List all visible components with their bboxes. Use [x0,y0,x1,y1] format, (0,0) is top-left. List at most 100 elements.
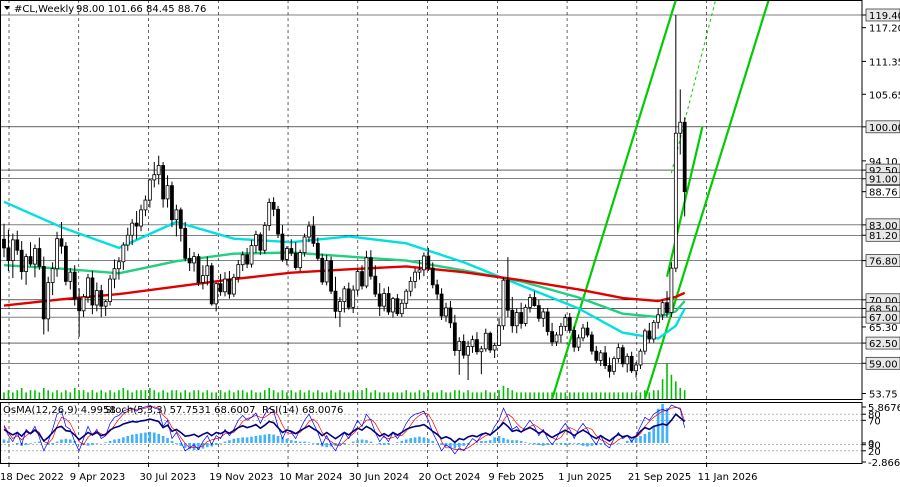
candle-body [541,311,546,319]
x-axis-label: 21 Sep 2025 [628,472,691,483]
x-axis-label: 19 Nov 2023 [209,472,273,483]
candle-body [249,245,254,265]
candle-body [214,283,219,305]
price-axis-label: 62.50 [869,339,898,350]
candle-body [81,296,86,312]
price-label-box [865,336,900,350]
price-axis-label: 92.50 [869,166,898,177]
candle-body [152,174,157,181]
x-axis-label: 11 Jan 2026 [698,472,758,483]
candle-body [284,248,289,260]
candle-body [395,298,400,315]
candle-body [452,322,457,351]
candle-body [567,317,572,331]
candle-body [448,307,453,324]
price-axis-label: 53.75 [869,390,898,401]
candle-body [483,332,488,350]
price-axis-label: 105.65 [869,90,900,101]
candle-body [360,271,364,287]
indicator-panel [2,403,686,455]
candle-body [417,269,422,273]
candle-body [660,302,665,316]
candle-body [629,355,634,372]
candle-body [470,339,475,347]
trend-channel [551,0,770,400]
candle-body [15,239,20,251]
candle-body [620,347,625,365]
candle-body [170,185,174,221]
candle-body [581,327,585,339]
channel-lower-line [643,0,770,400]
candle-body [673,132,678,269]
candle-body [656,314,661,323]
candle-body [572,329,577,348]
candle-body [223,278,227,293]
candle-body [46,282,51,320]
dropdown-triangle-icon[interactable] [4,6,10,10]
candle-body [59,238,64,247]
candle-body [603,352,608,366]
x-axis-label: 9 Feb 2025 [488,472,544,483]
indicator-axis-label: 0 [868,439,874,450]
stoch-label: Stoch(5,3,3) 57.7531 68.6007 [105,405,256,416]
candle-body [72,271,77,300]
candle-body [554,334,559,343]
x-axis-label: 1 Jun 2025 [558,472,612,483]
candle-body [461,340,466,356]
candle-body [280,233,285,260]
candle-body [585,327,590,336]
candle-body [139,209,143,227]
candle-body [311,225,316,244]
candle-body [404,290,409,304]
candle-body [103,301,108,307]
candle-body [563,317,568,327]
candle-body [536,305,541,319]
price-label-box [865,8,900,22]
candle-body [408,280,413,292]
candle-body [320,257,325,283]
candle-body [643,330,647,352]
price-axis-label: 111.35 [869,57,900,68]
candle-body [616,347,621,360]
candlesticks [2,14,687,380]
candle-body [559,325,563,336]
indicator-axis-label: -2.8666 [868,458,900,469]
candle-body [68,271,73,282]
candle-body [99,290,104,307]
candle-body [333,290,338,312]
candle-body [421,255,426,271]
candle-body [209,265,214,305]
candle-body [156,165,161,176]
price-axis-label: 83.00 [869,221,898,232]
candle-body [6,247,11,262]
candle-body [90,277,95,306]
indicator-header: OsMA(12,26,9) 4.9958 Stoch(5,3,3) 57.753… [3,405,343,416]
candle-body [501,279,506,327]
price-pane-border [0,0,863,400]
candle-body [532,297,537,306]
indicator-pane-border [0,402,863,464]
candle-body [231,276,236,295]
candle-body [37,248,42,267]
rsi-label: RSI(14) 68.0076 [262,405,343,416]
price-label-box [865,356,900,370]
price-axis-label: 117.20 [869,24,900,35]
candle-body [594,350,599,361]
candle-body [413,271,417,282]
channel-projection-line [670,0,717,174]
candle-body [50,268,55,283]
candle-body [134,222,139,227]
candle-body [183,227,188,259]
candle-body [2,238,6,249]
candle-body [669,267,674,313]
osma-label: OsMA(12,26,9) 4.9958 [3,405,116,416]
ma-red-line [3,265,686,307]
candle-body [377,293,382,307]
candle-body [479,348,484,353]
price-label-box [865,172,900,186]
candle-body [262,225,267,251]
candle-body [55,238,59,270]
candle-body [276,208,280,235]
candle-body [329,260,333,292]
